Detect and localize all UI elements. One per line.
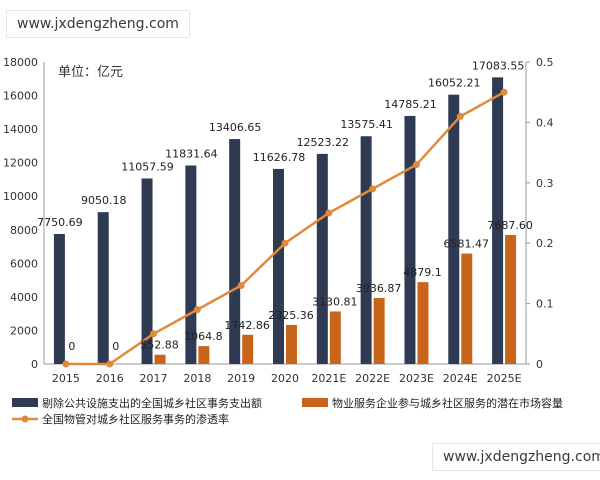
legend-label-market-capacity: 物业服务企业参与城乡社区服务的潜在市场容量	[332, 396, 563, 410]
x-tick-label: 2025E	[487, 372, 522, 385]
x-tick-label: 2022E	[355, 372, 390, 385]
line-penetration-rate	[65, 91, 505, 366]
data-label-expenditure: 11831.64	[165, 147, 218, 160]
line-point	[369, 185, 377, 193]
data-label-expenditure: 16052.21	[428, 77, 481, 90]
bar-expenditure	[404, 115, 416, 364]
legend-label-expenditure: 剔除公共设施支出的全国城乡社区事务支出额	[42, 396, 262, 410]
y2-tick-label: 0	[536, 358, 543, 371]
bar-market-capacity	[329, 311, 341, 364]
bar-market-capacity	[373, 297, 385, 364]
data-label-expenditure: 9050.18	[81, 194, 127, 207]
y-tick-label: 12000	[3, 157, 38, 170]
x-tick-label: 2015	[52, 372, 80, 385]
legend-swatch-penetration-point	[21, 415, 29, 423]
data-label-expenditure: 12523.22	[297, 136, 350, 149]
data-label-market-capacity: 6581.47	[444, 238, 490, 251]
bar-expenditure	[273, 168, 284, 364]
y2-tick-label: 0.5	[536, 56, 554, 69]
watermark-top: www.jxdengzheng.com	[6, 10, 190, 38]
x-tick-label: 2024E	[443, 372, 478, 385]
data-label-market-capacity: 1742.86	[224, 319, 270, 332]
x-tick-label: 2019	[227, 372, 255, 385]
line-point	[237, 281, 245, 289]
y-tick-label: 6000	[10, 257, 38, 270]
data-label-expenditure: 11057.59	[121, 160, 174, 173]
bar-market-capacity	[242, 334, 254, 364]
y-tick-label: 2000	[10, 324, 38, 337]
line-point	[456, 112, 464, 120]
bar-market-capacity	[417, 282, 429, 364]
x-tick-label: 2016	[96, 372, 124, 385]
data-label-market-capacity: 3130.81	[312, 295, 358, 308]
bar-expenditure	[97, 212, 109, 364]
bar-market-capacity	[154, 354, 166, 364]
y-tick-label: 8000	[10, 224, 38, 237]
line-point	[412, 161, 420, 169]
bar-expenditure	[360, 136, 372, 364]
line-point	[325, 209, 333, 217]
bar-market-capacity	[286, 324, 297, 364]
data-label-expenditure: 7750.69	[37, 216, 83, 229]
data-label-market-capacity: 0	[68, 340, 75, 353]
bar-market-capacity	[461, 253, 473, 364]
bar-expenditure	[185, 165, 197, 364]
y-tick-label: 16000	[3, 90, 38, 103]
line-point	[62, 360, 70, 368]
y-tick-label: 14000	[3, 123, 38, 136]
y2-tick-label: 0.1	[536, 298, 554, 311]
bar-market-capacity	[198, 346, 210, 364]
y-tick-label: 10000	[3, 190, 38, 203]
y2-tick-label: 0.2	[536, 237, 554, 250]
bar-expenditure	[316, 153, 328, 364]
bar-market-capacity	[505, 235, 517, 364]
data-label-expenditure: 13575.41	[340, 118, 393, 131]
bar-expenditure	[492, 77, 504, 365]
line-point	[500, 88, 508, 96]
bar-expenditure	[141, 178, 153, 364]
data-label-market-capacity: 2325.36	[268, 309, 314, 322]
x-tick-label: 2017	[140, 372, 168, 385]
y-tick-label: 4000	[10, 291, 38, 304]
line-point	[281, 239, 289, 247]
line-point	[106, 360, 114, 368]
data-label-market-capacity: 7687.60	[487, 219, 533, 232]
data-label-market-capacity: 4879.1	[403, 266, 442, 279]
data-label-expenditure: 11626.78	[253, 151, 306, 164]
x-tick-label: 2021E	[311, 372, 346, 385]
unit-label: 单位：亿元	[58, 65, 123, 80]
line-point	[150, 330, 158, 338]
data-label-expenditure: 13406.65	[209, 121, 262, 134]
data-label-market-capacity: 1064.8	[184, 330, 223, 343]
y2-tick-label: 0.4	[536, 116, 554, 129]
legend-swatch-market-capacity	[302, 398, 328, 407]
y2-tick-label: 0.3	[536, 177, 554, 190]
data-label-expenditure: 14785.21	[384, 98, 437, 111]
data-label-market-capacity: 3936.87	[356, 282, 402, 295]
legend-swatch-expenditure	[12, 398, 38, 407]
x-tick-label: 2023E	[399, 372, 434, 385]
bar-expenditure	[448, 94, 460, 364]
legend-label-penetration-rate: 全国物管对城乡社区服务事务的渗透率	[42, 412, 229, 426]
bar-expenditure	[53, 233, 65, 364]
y-tick-label: 18000	[3, 56, 38, 69]
data-label-expenditure: 17083.55	[472, 59, 525, 72]
data-label-market-capacity: 0	[112, 340, 119, 353]
x-tick-label: 2020	[271, 372, 299, 385]
data-label-market-capacity: 552.88	[140, 339, 179, 352]
bar-expenditure	[229, 139, 241, 364]
line-point	[193, 306, 201, 314]
y-tick-label: 0	[31, 358, 38, 371]
x-tick-label: 2018	[183, 372, 211, 385]
watermark-bottom: www.jxdengzheng.com	[432, 443, 600, 471]
